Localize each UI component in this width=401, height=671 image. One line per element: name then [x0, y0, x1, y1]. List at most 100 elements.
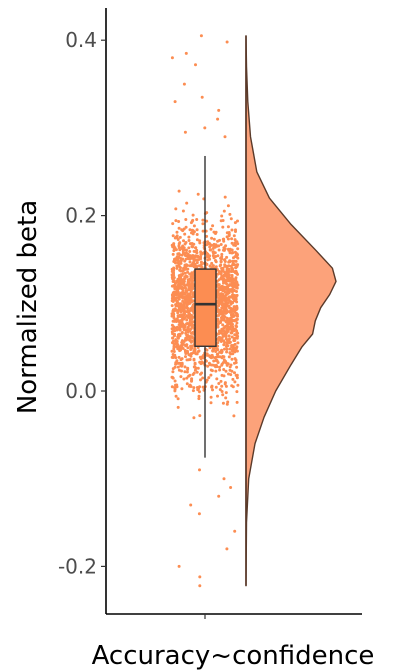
data-point	[188, 335, 192, 338]
data-point	[210, 363, 214, 367]
data-point	[211, 254, 215, 258]
data-point	[185, 322, 188, 326]
data-point	[196, 350, 200, 353]
data-point	[212, 230, 216, 234]
data-point	[187, 235, 191, 239]
data-point	[234, 348, 238, 352]
data-point	[228, 296, 231, 299]
data-point	[184, 355, 187, 359]
data-point	[184, 51, 188, 55]
data-point	[183, 130, 187, 134]
data-point	[176, 397, 180, 401]
data-point	[226, 344, 230, 348]
data-point	[223, 315, 227, 319]
data-point	[213, 346, 217, 350]
data-point	[229, 217, 233, 221]
data-point	[233, 250, 237, 254]
data-point	[222, 237, 226, 241]
data-point	[228, 347, 232, 351]
data-point	[191, 287, 195, 291]
data-point	[230, 384, 234, 388]
data-point	[184, 295, 188, 299]
data-point	[198, 360, 202, 364]
data-point	[177, 564, 181, 568]
data-point	[208, 346, 212, 350]
data-point	[233, 294, 237, 298]
y-tick-label: 0.4	[65, 28, 97, 52]
data-point	[186, 316, 190, 319]
data-point	[221, 318, 225, 322]
data-point	[230, 228, 234, 232]
data-point	[221, 323, 225, 327]
data-point	[222, 246, 226, 250]
data-point	[235, 272, 239, 276]
data-point	[232, 414, 236, 418]
data-point	[205, 251, 209, 255]
data-point	[216, 300, 220, 304]
data-point	[191, 218, 195, 222]
data-point	[172, 249, 176, 253]
data-point	[181, 347, 185, 350]
data-point	[183, 325, 187, 329]
data-point	[211, 247, 215, 250]
data-point	[230, 273, 234, 277]
data-point	[227, 291, 231, 295]
data-point	[230, 349, 234, 353]
data-point	[218, 292, 222, 296]
data-point	[216, 341, 220, 345]
data-point	[221, 269, 225, 273]
data-point	[174, 207, 178, 211]
data-point	[185, 248, 188, 252]
data-point	[185, 370, 189, 374]
data-point	[224, 359, 227, 363]
data-point	[173, 365, 177, 369]
data-point	[201, 376, 205, 380]
data-point	[173, 334, 176, 338]
data-point	[178, 253, 182, 257]
data-point	[225, 275, 229, 279]
data-point	[181, 304, 185, 307]
data-point	[194, 63, 197, 67]
data-point	[174, 219, 178, 223]
data-point	[187, 323, 191, 327]
data-point	[177, 334, 181, 338]
density-cloud	[245, 35, 337, 587]
data-point	[172, 312, 176, 316]
data-point	[227, 310, 231, 314]
data-point	[182, 323, 186, 327]
data-point	[172, 329, 176, 333]
data-point	[224, 369, 228, 373]
data-point	[170, 349, 174, 353]
data-point	[185, 302, 189, 306]
data-point	[192, 224, 196, 228]
data-point	[181, 269, 185, 273]
data-point	[209, 248, 213, 252]
data-point	[186, 252, 190, 256]
data-point	[205, 353, 209, 357]
data-point	[191, 213, 195, 217]
data-point	[225, 278, 229, 282]
data-point	[231, 301, 235, 305]
data-point	[223, 287, 227, 291]
data-point	[173, 387, 177, 391]
data-point	[233, 371, 236, 375]
data-point	[227, 234, 231, 238]
data-point	[223, 382, 227, 386]
data-point	[192, 255, 196, 259]
data-point	[228, 351, 232, 355]
data-point	[179, 323, 182, 326]
data-point	[227, 264, 231, 268]
data-point	[170, 56, 174, 60]
data-point	[227, 298, 231, 302]
data-point	[219, 272, 223, 276]
data-point	[229, 486, 233, 489]
data-point	[171, 294, 174, 298]
data-point	[225, 547, 229, 551]
data-point	[205, 219, 209, 223]
data-point	[175, 325, 179, 329]
data-point	[178, 241, 182, 245]
data-point	[197, 512, 201, 516]
data-point	[188, 358, 192, 361]
data-point	[224, 271, 228, 275]
data-point	[186, 278, 190, 282]
